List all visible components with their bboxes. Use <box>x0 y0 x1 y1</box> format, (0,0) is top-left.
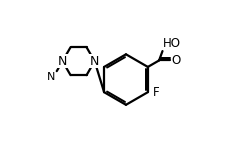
Text: O: O <box>172 54 181 67</box>
Text: N: N <box>47 72 55 82</box>
Text: N: N <box>90 55 99 68</box>
Text: N: N <box>58 55 67 68</box>
Text: F: F <box>153 86 160 99</box>
Text: HO: HO <box>163 37 181 50</box>
